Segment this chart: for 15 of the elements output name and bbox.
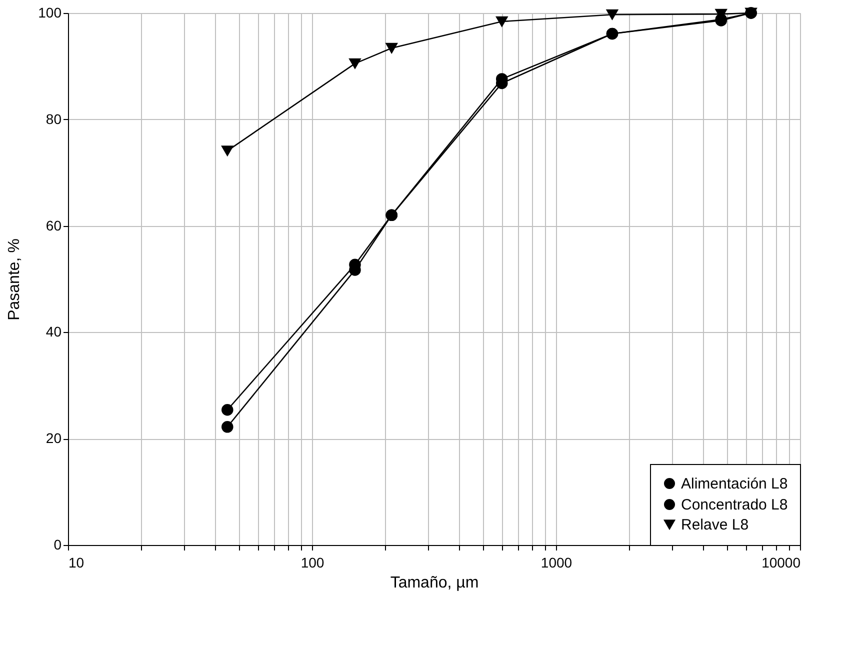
x-tick-label: 10000 xyxy=(762,554,801,570)
y-tick-label: 100 xyxy=(38,4,62,20)
y-axis-title: Pasante, % xyxy=(6,238,24,320)
y-tick-label: 20 xyxy=(46,430,62,446)
legend-label: Concentrado L8 xyxy=(681,496,788,514)
y-tick-label: 80 xyxy=(46,110,62,127)
y-tick-label: 0 xyxy=(54,536,62,552)
legend-label: Alimentación L8 xyxy=(681,476,788,492)
y-tick-label: 40 xyxy=(46,324,62,340)
legend-label: Relave L8 xyxy=(681,516,749,534)
x-axis-title: Tamaño, µm xyxy=(390,574,479,592)
x-tick-label: 1000 xyxy=(540,554,572,570)
y-tick-label: 60 xyxy=(46,217,62,234)
x-tick-label: 10 xyxy=(68,554,84,570)
x-tick-label: 100 xyxy=(300,554,324,570)
